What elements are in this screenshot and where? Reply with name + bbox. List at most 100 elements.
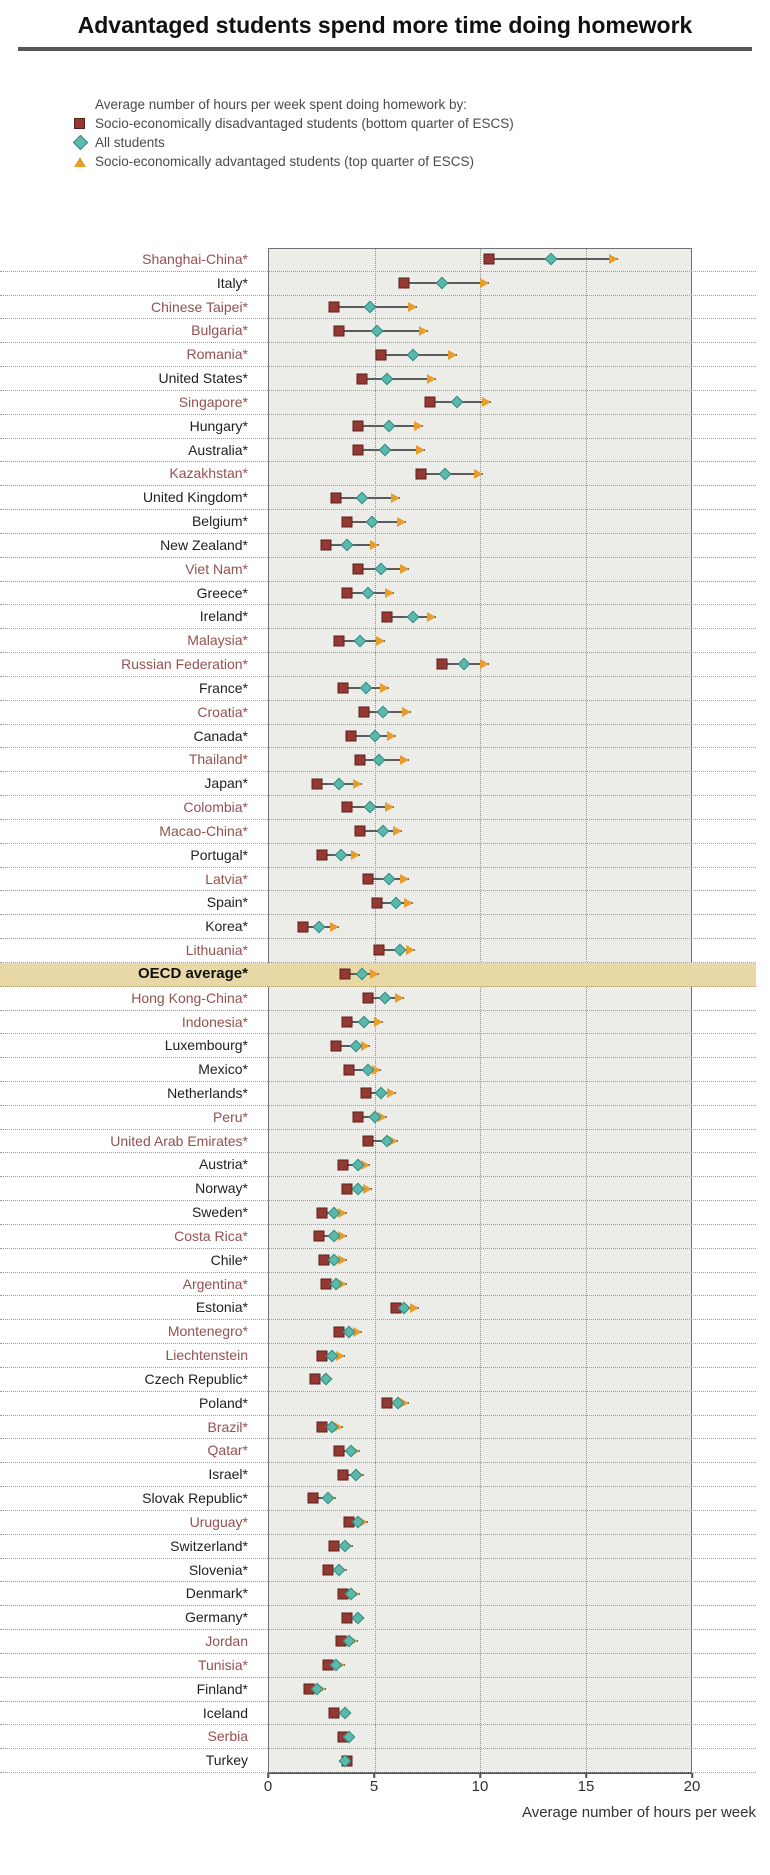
all-students-marker <box>457 658 470 671</box>
disadvantaged-marker <box>328 301 340 313</box>
legend-item-advantaged: Socio-economically advantaged students (… <box>74 152 770 171</box>
advantaged-marker <box>399 564 409 575</box>
chart-row: Netherlands* <box>0 1082 756 1106</box>
advantaged-marker <box>352 1326 362 1337</box>
advantaged-marker <box>609 254 619 265</box>
country-label: Thailand* <box>188 751 248 768</box>
all-students-marker <box>313 920 326 933</box>
advantaged-marker <box>399 873 409 884</box>
all-students-marker <box>366 515 379 528</box>
advantaged-marker <box>374 1016 384 1027</box>
legend-label: Socio-economically advantaged students (… <box>95 154 474 169</box>
row-plot <box>258 1344 682 1367</box>
country-label: Poland* <box>198 1394 248 1411</box>
all-students-marker <box>406 348 420 362</box>
country-label: United States* <box>158 370 249 387</box>
x-tick-10: 10 <box>471 1778 489 1795</box>
row-plot <box>258 963 682 986</box>
row-plot <box>258 1416 682 1439</box>
advantaged-marker <box>361 1040 371 1051</box>
all-students-marker <box>450 396 464 409</box>
advantaged-marker <box>473 468 483 479</box>
row-plot <box>258 1559 682 1582</box>
chart-row: Turkey <box>0 1749 756 1773</box>
country-label: Montenegro* <box>167 1323 248 1340</box>
all-students-marker <box>376 824 390 838</box>
country-label: Austria* <box>198 1156 248 1173</box>
disadvantaged-marker <box>313 1230 325 1242</box>
chart-row: Jordan <box>0 1630 756 1654</box>
advantaged-marker <box>386 730 396 741</box>
row-plot <box>258 868 682 891</box>
country-label: Mexico* <box>198 1061 248 1078</box>
x-tick-15: 15 <box>577 1778 595 1795</box>
country-label: Kazakhstan* <box>169 465 248 482</box>
advantaged-marker <box>386 1088 396 1099</box>
disadvantaged-marker <box>358 706 370 718</box>
row-plot <box>258 1511 682 1534</box>
row-plot <box>258 1225 682 1248</box>
row-plot <box>258 1273 682 1296</box>
chart-row: Poland* <box>0 1392 756 1416</box>
chart-row: Slovak Republic* <box>0 1487 756 1511</box>
country-label: Lithuania* <box>185 942 248 959</box>
chart-row: New Zealand* <box>0 534 756 558</box>
advantaged-marker <box>410 1302 420 1313</box>
country-label: Chile* <box>210 1251 248 1268</box>
chart-row: United Kingdom* <box>0 486 756 511</box>
country-label: Uruguay* <box>189 1513 248 1530</box>
country-label: Romania* <box>186 346 248 363</box>
country-label: Singapore* <box>178 393 248 410</box>
country-label: Portugal* <box>190 846 248 863</box>
advantaged-marker <box>393 826 403 837</box>
advantaged-marker <box>448 349 458 360</box>
all-students-marker <box>383 872 396 886</box>
row-plot <box>258 1058 682 1081</box>
row-plot <box>258 1296 682 1319</box>
chart-row: Uruguay* <box>0 1511 756 1535</box>
advantaged-marker <box>361 1159 371 1170</box>
country-label: United Arab Emirates* <box>110 1132 248 1149</box>
disadvantaged-marker <box>341 516 353 528</box>
row-plot <box>258 725 682 748</box>
disadvantaged-marker <box>415 468 427 480</box>
row-plot <box>258 439 682 462</box>
country-label: Switzerland* <box>170 1537 248 1554</box>
chart-row: Bulgaria* <box>0 319 756 344</box>
x-tick-5: 5 <box>369 1778 379 1795</box>
disadvantaged-marker <box>311 778 323 790</box>
country-label: Jordan <box>205 1633 248 1650</box>
country-label: Luxembourg* <box>164 1037 248 1054</box>
chart-row: Japan* <box>0 772 756 797</box>
country-label: Australia* <box>188 441 248 458</box>
advantaged-marker <box>405 945 415 956</box>
disadvantaged-marker <box>333 635 345 647</box>
advantaged-marker <box>427 373 437 384</box>
all-students-marker <box>393 944 407 957</box>
disadvantaged-marker <box>354 754 366 766</box>
country-label: Shanghai-China* <box>142 251 248 267</box>
advantaged-marker <box>384 802 394 813</box>
row-plot <box>258 1106 682 1129</box>
disadvantaged-marker <box>316 849 328 861</box>
disadvantaged-marker <box>337 1469 349 1481</box>
row-plot <box>258 1392 682 1415</box>
page-title: Advantaged students spend more time doin… <box>77 12 693 38</box>
disadvantaged-marker <box>381 611 393 623</box>
chart-row: Brazil* <box>0 1416 756 1440</box>
row-plot <box>258 1177 682 1200</box>
country-label: Serbia <box>207 1728 248 1745</box>
advantaged-marker <box>335 1350 345 1361</box>
country-label: Brazil* <box>207 1418 248 1435</box>
chart-row: Costa Rica* <box>0 1225 756 1249</box>
row-plot <box>258 1630 682 1653</box>
legend-heading: Average number of hours per week spent d… <box>95 97 467 112</box>
disadvantaged-marker <box>352 1111 364 1123</box>
country-label: Netherlands* <box>167 1084 248 1101</box>
all-students-marker <box>334 848 348 862</box>
country-label: France* <box>198 679 248 696</box>
row-plot <box>258 1249 682 1272</box>
disadvantaged-marker <box>362 1135 374 1147</box>
disadvantaged-marker <box>343 1064 355 1076</box>
legend-item-all-students: All students <box>72 133 770 152</box>
